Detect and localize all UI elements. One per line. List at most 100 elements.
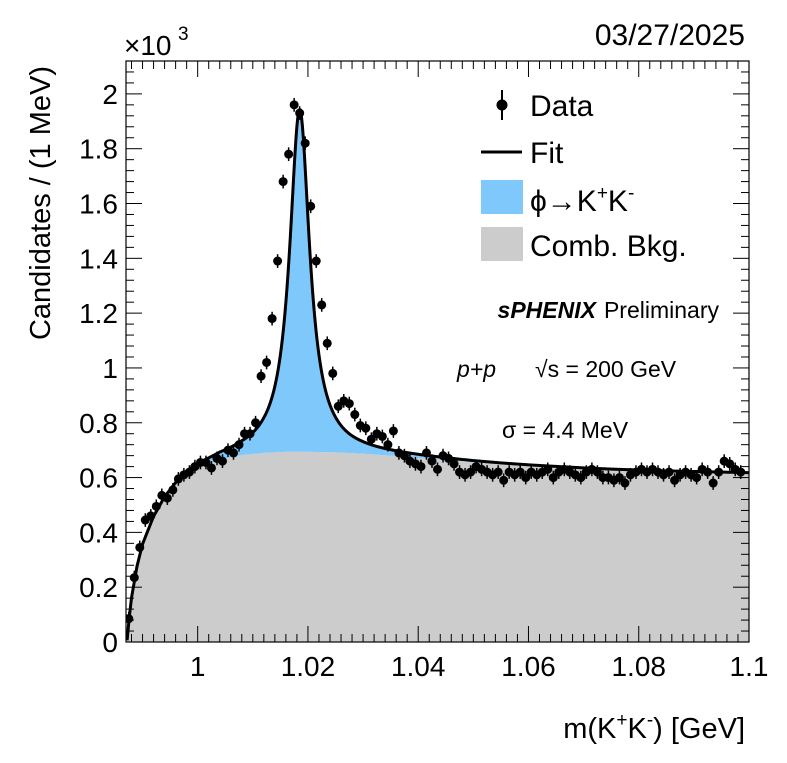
data-point (162, 491, 172, 505)
legend-fit-label: Fit (530, 137, 564, 170)
data-points (126, 97, 746, 626)
data-point (317, 298, 327, 312)
data-marker (576, 473, 586, 483)
y-tick-label: 0.2 (79, 572, 118, 603)
data-point (576, 470, 586, 485)
data-marker (361, 423, 371, 433)
data-point (725, 457, 735, 471)
data-marker (350, 410, 360, 420)
data-marker (278, 177, 288, 187)
data-marker (322, 338, 332, 348)
data-point (521, 470, 531, 485)
y-tick-label: 0.6 (79, 463, 118, 494)
data-marker (151, 501, 161, 511)
data-marker (493, 467, 503, 477)
data-point (322, 336, 332, 351)
data-marker (466, 467, 476, 477)
data-point (289, 97, 299, 112)
plot-frame (125, 60, 750, 643)
data-point (361, 421, 371, 436)
data-point (300, 136, 310, 151)
y-multiplier: ×10 3 (124, 24, 189, 61)
x-tick-label: 1.06 (501, 651, 556, 682)
data-point (333, 399, 343, 414)
data-marker (306, 201, 316, 211)
x-tick-label: 1 (190, 651, 206, 682)
data-point (168, 483, 178, 497)
data-point (251, 415, 261, 430)
data-point (206, 461, 216, 475)
data-point (449, 457, 459, 471)
x-axis-label-end: ) [GeV] (653, 713, 745, 745)
data-point (278, 174, 288, 189)
x-tick-label: 1.02 (281, 651, 336, 682)
data-marker (399, 451, 409, 461)
data-marker (262, 357, 272, 367)
y-axis: 0 0.2 0.4 0.6 0.8 1 1.2 1.4 1.6 1.8 2 (79, 60, 749, 658)
data-point (328, 366, 338, 381)
data-point (620, 476, 630, 490)
x-axis-label-main: m(K (563, 713, 617, 745)
data-marker (300, 138, 310, 148)
data-marker (714, 467, 724, 477)
data-marker (289, 100, 299, 110)
data-marker (736, 467, 746, 477)
data-marker (168, 485, 178, 495)
y-tick-label: 1.4 (79, 243, 118, 274)
y-tick-label: 0.8 (79, 408, 118, 439)
experiment-label: sPHENIX Preliminary (498, 297, 720, 323)
data-marker (427, 456, 437, 466)
data-marker (377, 431, 387, 441)
data-point (295, 106, 305, 120)
data-point (614, 470, 624, 485)
legend-background-swatch (481, 227, 523, 261)
data-marker (444, 453, 454, 463)
data-marker (433, 464, 442, 474)
legend-signal-label: ϕ→K+K- (530, 183, 634, 218)
data-point (306, 199, 316, 214)
data-marker (234, 440, 244, 450)
data-marker (317, 300, 327, 310)
data-point (427, 454, 437, 468)
data-point (366, 432, 376, 447)
multiplier-label: ×10 (124, 30, 172, 61)
data-point (146, 509, 156, 523)
data-point (383, 437, 393, 452)
y-tick-label: 1 (102, 353, 118, 384)
data-marker (664, 467, 674, 477)
data-point (592, 465, 602, 479)
x-axis: 1 1.02 1.04 1.06 1.08 1.1 (131, 61, 768, 682)
legend-signal-swatch (481, 180, 523, 214)
experiment-name: sPHENIX (498, 297, 598, 323)
data-point (245, 426, 255, 441)
data-point (217, 454, 227, 468)
collision-energy: √s = 200 GeV (535, 356, 677, 382)
data-marker (416, 462, 426, 472)
date-label: 03/27/2025 (595, 19, 745, 52)
y-tick-label: 0.4 (79, 517, 118, 548)
data-point (284, 147, 294, 162)
legend-data-label: Data (530, 90, 594, 123)
data-marker (383, 440, 393, 450)
x-axis-label-mid: K (627, 713, 647, 745)
data-marker (206, 463, 216, 473)
data-point (548, 470, 558, 485)
data-marker (620, 478, 630, 488)
data-marker (162, 493, 172, 503)
data-marker (229, 448, 239, 458)
data-marker (284, 149, 294, 159)
data-point (201, 455, 211, 470)
data-point (421, 446, 431, 460)
data-point (151, 499, 161, 514)
data-marker (499, 475, 509, 485)
data-marker (135, 542, 145, 552)
data-point (273, 254, 283, 268)
data-point (714, 465, 724, 479)
data-point (703, 465, 713, 479)
data-point (708, 476, 718, 490)
data-marker (703, 467, 713, 477)
data-marker (295, 108, 305, 118)
data-point (344, 396, 354, 411)
data-point (388, 424, 398, 438)
